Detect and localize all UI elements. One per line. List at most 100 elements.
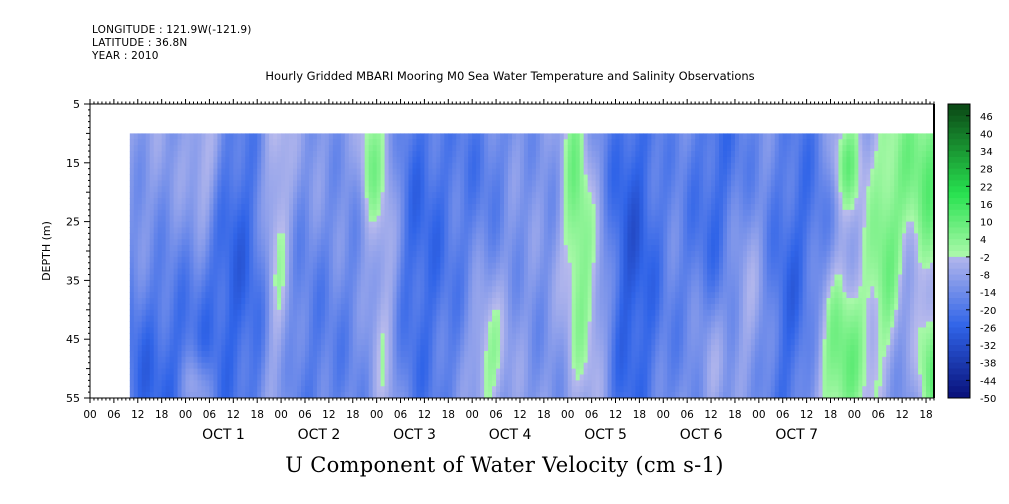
heatmap-cell <box>316 292 322 299</box>
heatmap-cell <box>420 203 425 211</box>
heatmap-cell <box>257 156 262 164</box>
heatmap-cell <box>508 386 513 393</box>
heatmap-cell <box>527 298 533 305</box>
heatmap-cell <box>213 156 218 164</box>
heatmap-cell <box>527 362 533 369</box>
heatmap-cell <box>527 286 533 293</box>
heatmap-cell <box>340 133 346 140</box>
heatmap-cell <box>324 239 330 246</box>
heatmap-cell <box>488 215 493 222</box>
heatmap-cell <box>133 215 139 222</box>
heatmap-cell <box>301 221 306 228</box>
heatmap-cell <box>281 262 286 270</box>
heatmap-cell <box>241 374 246 381</box>
heatmap-cell <box>368 180 374 187</box>
heatmap-cell <box>563 321 569 328</box>
heatmap-cell <box>504 227 509 234</box>
heatmap-cell <box>416 345 421 352</box>
heatmap-cell <box>492 327 497 334</box>
heatmap-cell <box>531 298 537 305</box>
heatmap-cell <box>527 198 533 205</box>
heatmap-cell <box>380 239 385 246</box>
heatmap-cell <box>396 233 401 240</box>
heatmap-cell <box>249 198 254 205</box>
heatmap-cell <box>543 321 549 328</box>
heatmap-cell <box>456 374 461 381</box>
heatmap-cell <box>515 209 521 217</box>
heatmap-cell <box>304 245 310 252</box>
heatmap-cell <box>201 139 206 146</box>
heatmap-cell <box>197 133 202 140</box>
heatmap-cell <box>559 227 565 234</box>
heatmap-cell <box>551 198 557 205</box>
heatmap-cell <box>169 203 174 211</box>
heatmap-cell <box>277 356 282 364</box>
heatmap-cell <box>297 203 302 211</box>
heatmap-cell <box>312 233 318 240</box>
heatmap-cell <box>205 386 210 393</box>
heatmap-cell <box>496 321 501 328</box>
heatmap-cell <box>527 374 533 381</box>
heatmap-cell <box>316 256 322 264</box>
heatmap-cell <box>340 315 346 322</box>
heatmap-cell <box>567 333 573 340</box>
heatmap-cell <box>364 180 370 187</box>
heatmap-cell <box>496 233 501 240</box>
heatmap-cell <box>364 133 370 140</box>
heatmap-cell <box>400 298 405 305</box>
heatmap-cell <box>508 356 513 364</box>
heatmap-cell <box>229 274 234 281</box>
heatmap-cell <box>476 356 481 364</box>
heatmap-cell <box>376 256 382 264</box>
heatmap-cell <box>523 303 529 311</box>
heatmap-cell <box>484 321 489 328</box>
heatmap-cell <box>225 215 230 222</box>
heatmap-cell <box>133 309 139 317</box>
heatmap-cell <box>229 350 234 358</box>
heatmap-cell <box>356 174 362 181</box>
heatmap-cell <box>444 298 449 305</box>
heatmap-cell <box>169 345 174 352</box>
heatmap-cell <box>515 392 521 399</box>
heatmap-cell <box>368 256 374 264</box>
heatmap-cell <box>205 209 210 217</box>
heatmap-cell <box>531 162 537 170</box>
heatmap-cell <box>308 245 314 252</box>
heatmap-cell <box>332 274 338 281</box>
heatmap-cell <box>340 386 346 393</box>
heatmap-cell <box>301 215 306 222</box>
heatmap-cell <box>193 356 198 364</box>
heatmap-cell <box>133 174 139 181</box>
heatmap-cell <box>420 362 425 369</box>
heatmap-cell <box>567 156 573 164</box>
heatmap-cell <box>563 327 569 334</box>
heatmap-cell <box>356 280 362 287</box>
heatmap-cell <box>253 221 258 228</box>
heatmap-cell <box>539 239 545 246</box>
heatmap-cell <box>316 198 322 205</box>
heatmap-cell <box>424 274 429 281</box>
heatmap-cell <box>145 221 151 228</box>
heatmap-cell <box>281 380 286 387</box>
heatmap-cell <box>324 356 330 364</box>
heatmap-cell <box>412 133 417 140</box>
heatmap-cell <box>396 227 401 234</box>
heatmap-cell <box>304 315 310 322</box>
heatmap-cell <box>157 356 163 364</box>
heatmap-cell <box>500 156 505 164</box>
heatmap-cell <box>273 227 278 234</box>
heatmap-cell <box>416 203 421 211</box>
heatmap-cell <box>376 303 382 311</box>
heatmap-cell <box>332 151 338 158</box>
heatmap-cell <box>328 145 334 152</box>
heatmap-cell <box>555 309 561 317</box>
heatmap-cell <box>448 280 453 287</box>
heatmap-cell <box>539 168 545 175</box>
heatmap-cell <box>173 245 178 252</box>
heatmap-cell <box>273 362 278 369</box>
heatmap-cell <box>476 321 481 328</box>
heatmap-cell <box>304 339 310 346</box>
heatmap-cell <box>308 386 314 393</box>
heatmap-cell <box>468 339 473 346</box>
heatmap-cell <box>376 350 382 358</box>
